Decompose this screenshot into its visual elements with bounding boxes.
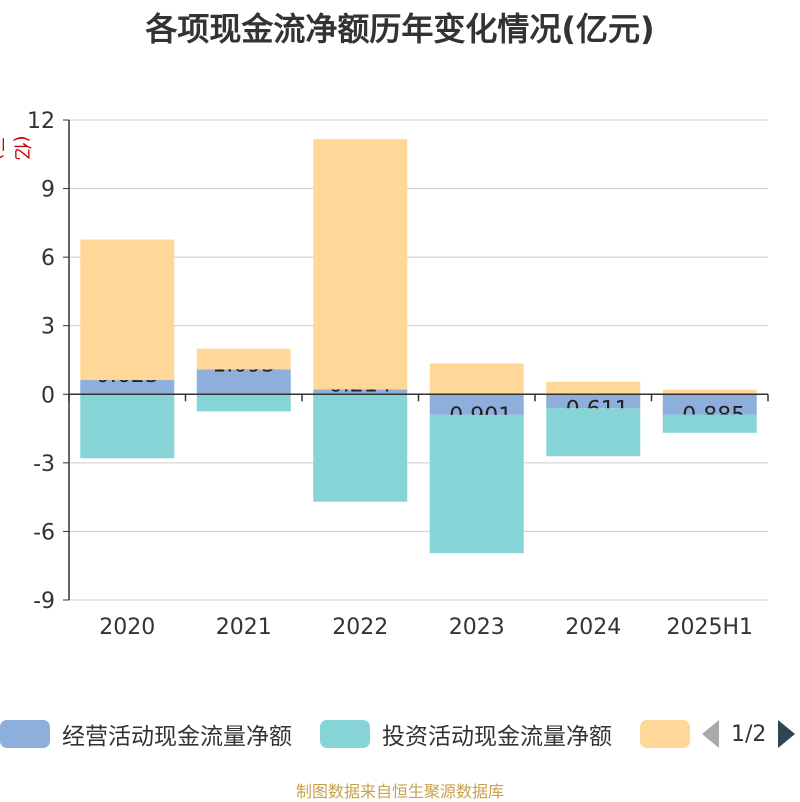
legend: 经营活动现金流量净额 投资活动现金流量净额 1/2: [0, 714, 800, 754]
legend-swatch-operating: [0, 720, 50, 748]
y-tick-label: -3: [33, 452, 55, 477]
bar-series-2-2021: [196, 348, 291, 370]
bar-series-2-2023: [429, 363, 524, 395]
chart-title: 各项现金流净额历年变化情况(亿元): [145, 10, 655, 48]
y-tick-label: -9: [33, 589, 55, 614]
bar-series-2-2022: [313, 139, 408, 390]
bar-chart: 129630-3-6-90.62320201.09320210.2142022-…: [27, 109, 769, 640]
bar-series-0-2021: [196, 369, 291, 395]
bar-series-2-2025H1: [662, 389, 757, 395]
bar-series-0-2020: [80, 380, 175, 395]
bar-series-2-2024: [546, 381, 641, 395]
bar-series-0-2024: [546, 394, 641, 409]
legend-item-operating[interactable]: 经营活动现金流量净额: [0, 714, 292, 754]
x-tick-label: 2022: [332, 615, 388, 640]
bar-series-1-2020: [80, 394, 175, 459]
legend-label-investing: 投资活动现金流量净额: [382, 724, 612, 750]
y-tick-label: 3: [41, 315, 55, 340]
bar-series-1-2021: [196, 394, 291, 412]
bar-series-1-2023: [429, 414, 524, 554]
data-source-note: 制图数据来自恒生聚源数据库: [295, 782, 504, 801]
y-tick-label: 9: [41, 178, 55, 203]
legend-item-investing[interactable]: 投资活动现金流量净额: [320, 714, 612, 754]
x-tick-label: 2023: [449, 615, 505, 640]
bar-series-1-2022: [313, 394, 408, 502]
legend-label-operating: 经营活动现金流量净额: [62, 724, 292, 750]
legend-item-third-series[interactable]: [640, 714, 690, 754]
legend-prev-page-icon[interactable]: [702, 720, 719, 748]
bar-series-1-2024: [546, 408, 641, 457]
bar-series-2-2020: [80, 239, 175, 381]
y-tick-label: -6: [33, 520, 55, 545]
y-tick-label: 6: [41, 246, 55, 271]
legend-swatch-investing: [320, 720, 370, 748]
x-tick-label: 2020: [99, 615, 155, 640]
bar-series-1-2025H1: [662, 414, 757, 433]
bar-series-0-2023: [429, 394, 524, 415]
legend-page-indicator: 1/2: [731, 721, 767, 747]
bar-series-0-2025H1: [662, 394, 757, 415]
legend-next-page-icon[interactable]: [778, 720, 796, 748]
y-tick-label: 12: [27, 109, 55, 134]
x-tick-label: 2024: [565, 615, 621, 640]
bar-series-0-2022: [313, 389, 408, 395]
legend-swatch-third-series: [640, 720, 690, 748]
x-tick-label: 2025H1: [666, 615, 753, 640]
x-tick-label: 2021: [216, 615, 272, 640]
legend-pager: 1/2: [702, 714, 796, 754]
y-tick-label: 0: [41, 383, 55, 408]
